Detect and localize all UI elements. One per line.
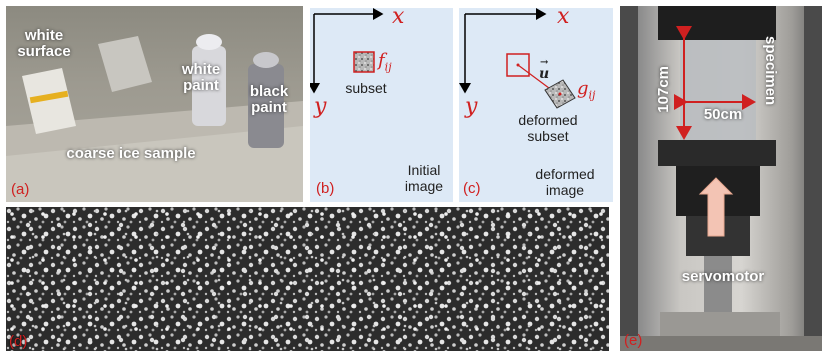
c-y-label: y [465, 94, 478, 119]
panel-b-axes [310, 8, 384, 94]
panel-c-label: (c) [463, 180, 481, 197]
height-label: 107cm [655, 66, 672, 113]
original-subset-outline [506, 53, 530, 77]
bottom-platen [658, 140, 776, 166]
panel-e-label: (e) [624, 332, 643, 349]
subset-label: subset [345, 80, 387, 96]
panel-d-speckle-image: (d) [6, 207, 609, 351]
top-platen [658, 6, 776, 40]
load-direction-arrow [698, 177, 734, 237]
b-y-label: y [314, 94, 327, 119]
deformed-subset-label: deformed subset [518, 112, 578, 144]
panel-a-label: (a) [11, 181, 30, 198]
panel-c-axes [459, 8, 576, 109]
machine-drawing [620, 6, 822, 351]
ice-block [98, 36, 152, 92]
white-surface-label: white surface [17, 27, 71, 60]
white-paint-label: white paint [181, 61, 221, 94]
white-paint-can [192, 46, 226, 126]
width-label: 50cm [703, 106, 743, 123]
panel-b-label: (b) [316, 180, 335, 197]
u-vector-label: → u [539, 57, 550, 82]
panel-a-photo: white surface white paint black paint co… [6, 6, 303, 202]
subset-square [353, 51, 375, 73]
specimen-block [680, 40, 756, 140]
initial-image-caption: Initial image [404, 162, 444, 194]
black-paint-can [248, 64, 284, 148]
b-x-label: x [392, 8, 405, 29]
c-x-label: x [557, 8, 570, 29]
coarse-ice-label: coarse ice sample [66, 145, 196, 162]
panel-b-initial-image: x y fij subset Initial image (b) [310, 8, 453, 202]
panel-d-label: (d) [9, 333, 28, 350]
panel-e-test-machine: 107cm 50cm specimen servomotor (e) [620, 6, 822, 351]
panel-c-deformed-image: x y → u gij deformed subset deformed ima… [459, 8, 613, 202]
g-ij-label: gij [577, 78, 596, 102]
servomotor-label: servomotor [681, 268, 765, 285]
specimen-label: specimen [762, 36, 779, 106]
black-paint-label: black paint [249, 83, 289, 116]
speckle-pattern [6, 207, 609, 351]
deformed-image-caption: deformed image [535, 166, 595, 198]
f-ij-label: fij [378, 50, 392, 74]
white-block [22, 68, 76, 134]
panel-a-scene [6, 34, 303, 202]
